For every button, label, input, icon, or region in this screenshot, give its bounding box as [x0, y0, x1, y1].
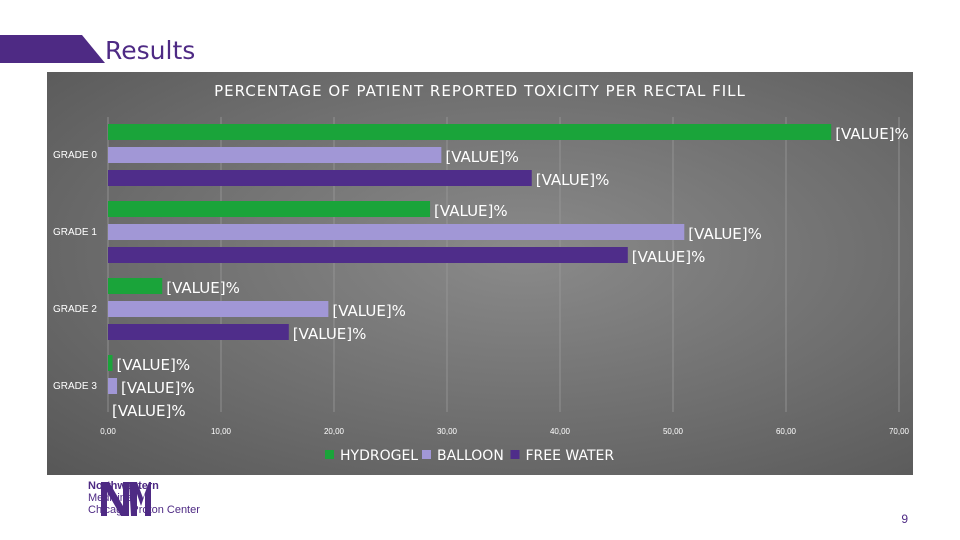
data-label: [VALUE]% — [332, 302, 406, 320]
legend-label: BALLOON — [437, 448, 504, 464]
x-tick-label: 0,00 — [100, 427, 116, 436]
bar — [108, 124, 832, 140]
page-number: 9 — [901, 512, 908, 526]
category-label: GRADE 3 — [53, 381, 97, 392]
legend-swatch — [510, 450, 520, 459]
bar — [108, 224, 685, 240]
data-label: [VALUE]% — [688, 225, 762, 243]
data-label: [VALUE]% — [117, 356, 191, 374]
data-label: [VALUE]% — [121, 379, 195, 397]
legend-label: HYDROGEL — [340, 448, 418, 464]
x-tick-label: 60,00 — [776, 427, 797, 436]
logo-line-1: Northwestern — [88, 480, 159, 492]
bar — [108, 201, 431, 217]
bar — [108, 355, 113, 371]
northwestern-medicine-logo — [101, 482, 151, 516]
bar — [108, 324, 289, 340]
logo-text: Northwestern Medicine Chicago Proton Cen… — [88, 480, 200, 516]
data-label: [VALUE]% — [112, 402, 186, 420]
chart-panel: PERCENTAGE OF PATIENT REPORTED TOXICITY … — [47, 72, 913, 475]
x-tick-label: 30,00 — [437, 427, 458, 436]
bar — [108, 147, 442, 163]
x-tick-label: 50,00 — [663, 427, 684, 436]
category-label: GRADE 1 — [53, 227, 97, 238]
category-label: GRADE 0 — [53, 150, 97, 161]
x-tick-label: 40,00 — [550, 427, 571, 436]
legend-swatch — [325, 450, 334, 459]
data-label: [VALUE]% — [434, 202, 508, 220]
data-label: [VALUE]% — [632, 248, 706, 266]
legend-swatch — [422, 450, 431, 459]
x-tick-label: 10,00 — [211, 427, 232, 436]
data-label: [VALUE]% — [166, 279, 240, 297]
x-tick-label: 70,00 — [889, 427, 910, 436]
bar-chart: 0,00 10,00 20,00 30,00 40,00 50,00 60,00 70,00 G… — [53, 117, 910, 464]
bar — [108, 247, 628, 263]
data-label: [VALUE]% — [835, 125, 909, 143]
data-label: [VALUE]% — [293, 325, 367, 343]
data-label: [VALUE]% — [445, 148, 519, 166]
bar — [108, 301, 329, 317]
logo-line-2: Medicine — [88, 492, 133, 504]
legend-label: FREE WATER — [526, 448, 615, 464]
slide-title: Results — [105, 36, 196, 65]
chart-title: PERCENTAGE OF PATIENT REPORTED TOXICITY … — [214, 82, 746, 100]
bar — [108, 378, 118, 394]
bar — [108, 278, 163, 294]
bar — [108, 170, 532, 186]
title-accent-bar — [0, 35, 105, 63]
x-tick-label: 20,00 — [324, 427, 345, 436]
data-label: [VALUE]% — [536, 171, 610, 189]
category-label: GRADE 2 — [53, 304, 97, 315]
logo-line-3: Chicago Proton Center — [88, 504, 200, 516]
